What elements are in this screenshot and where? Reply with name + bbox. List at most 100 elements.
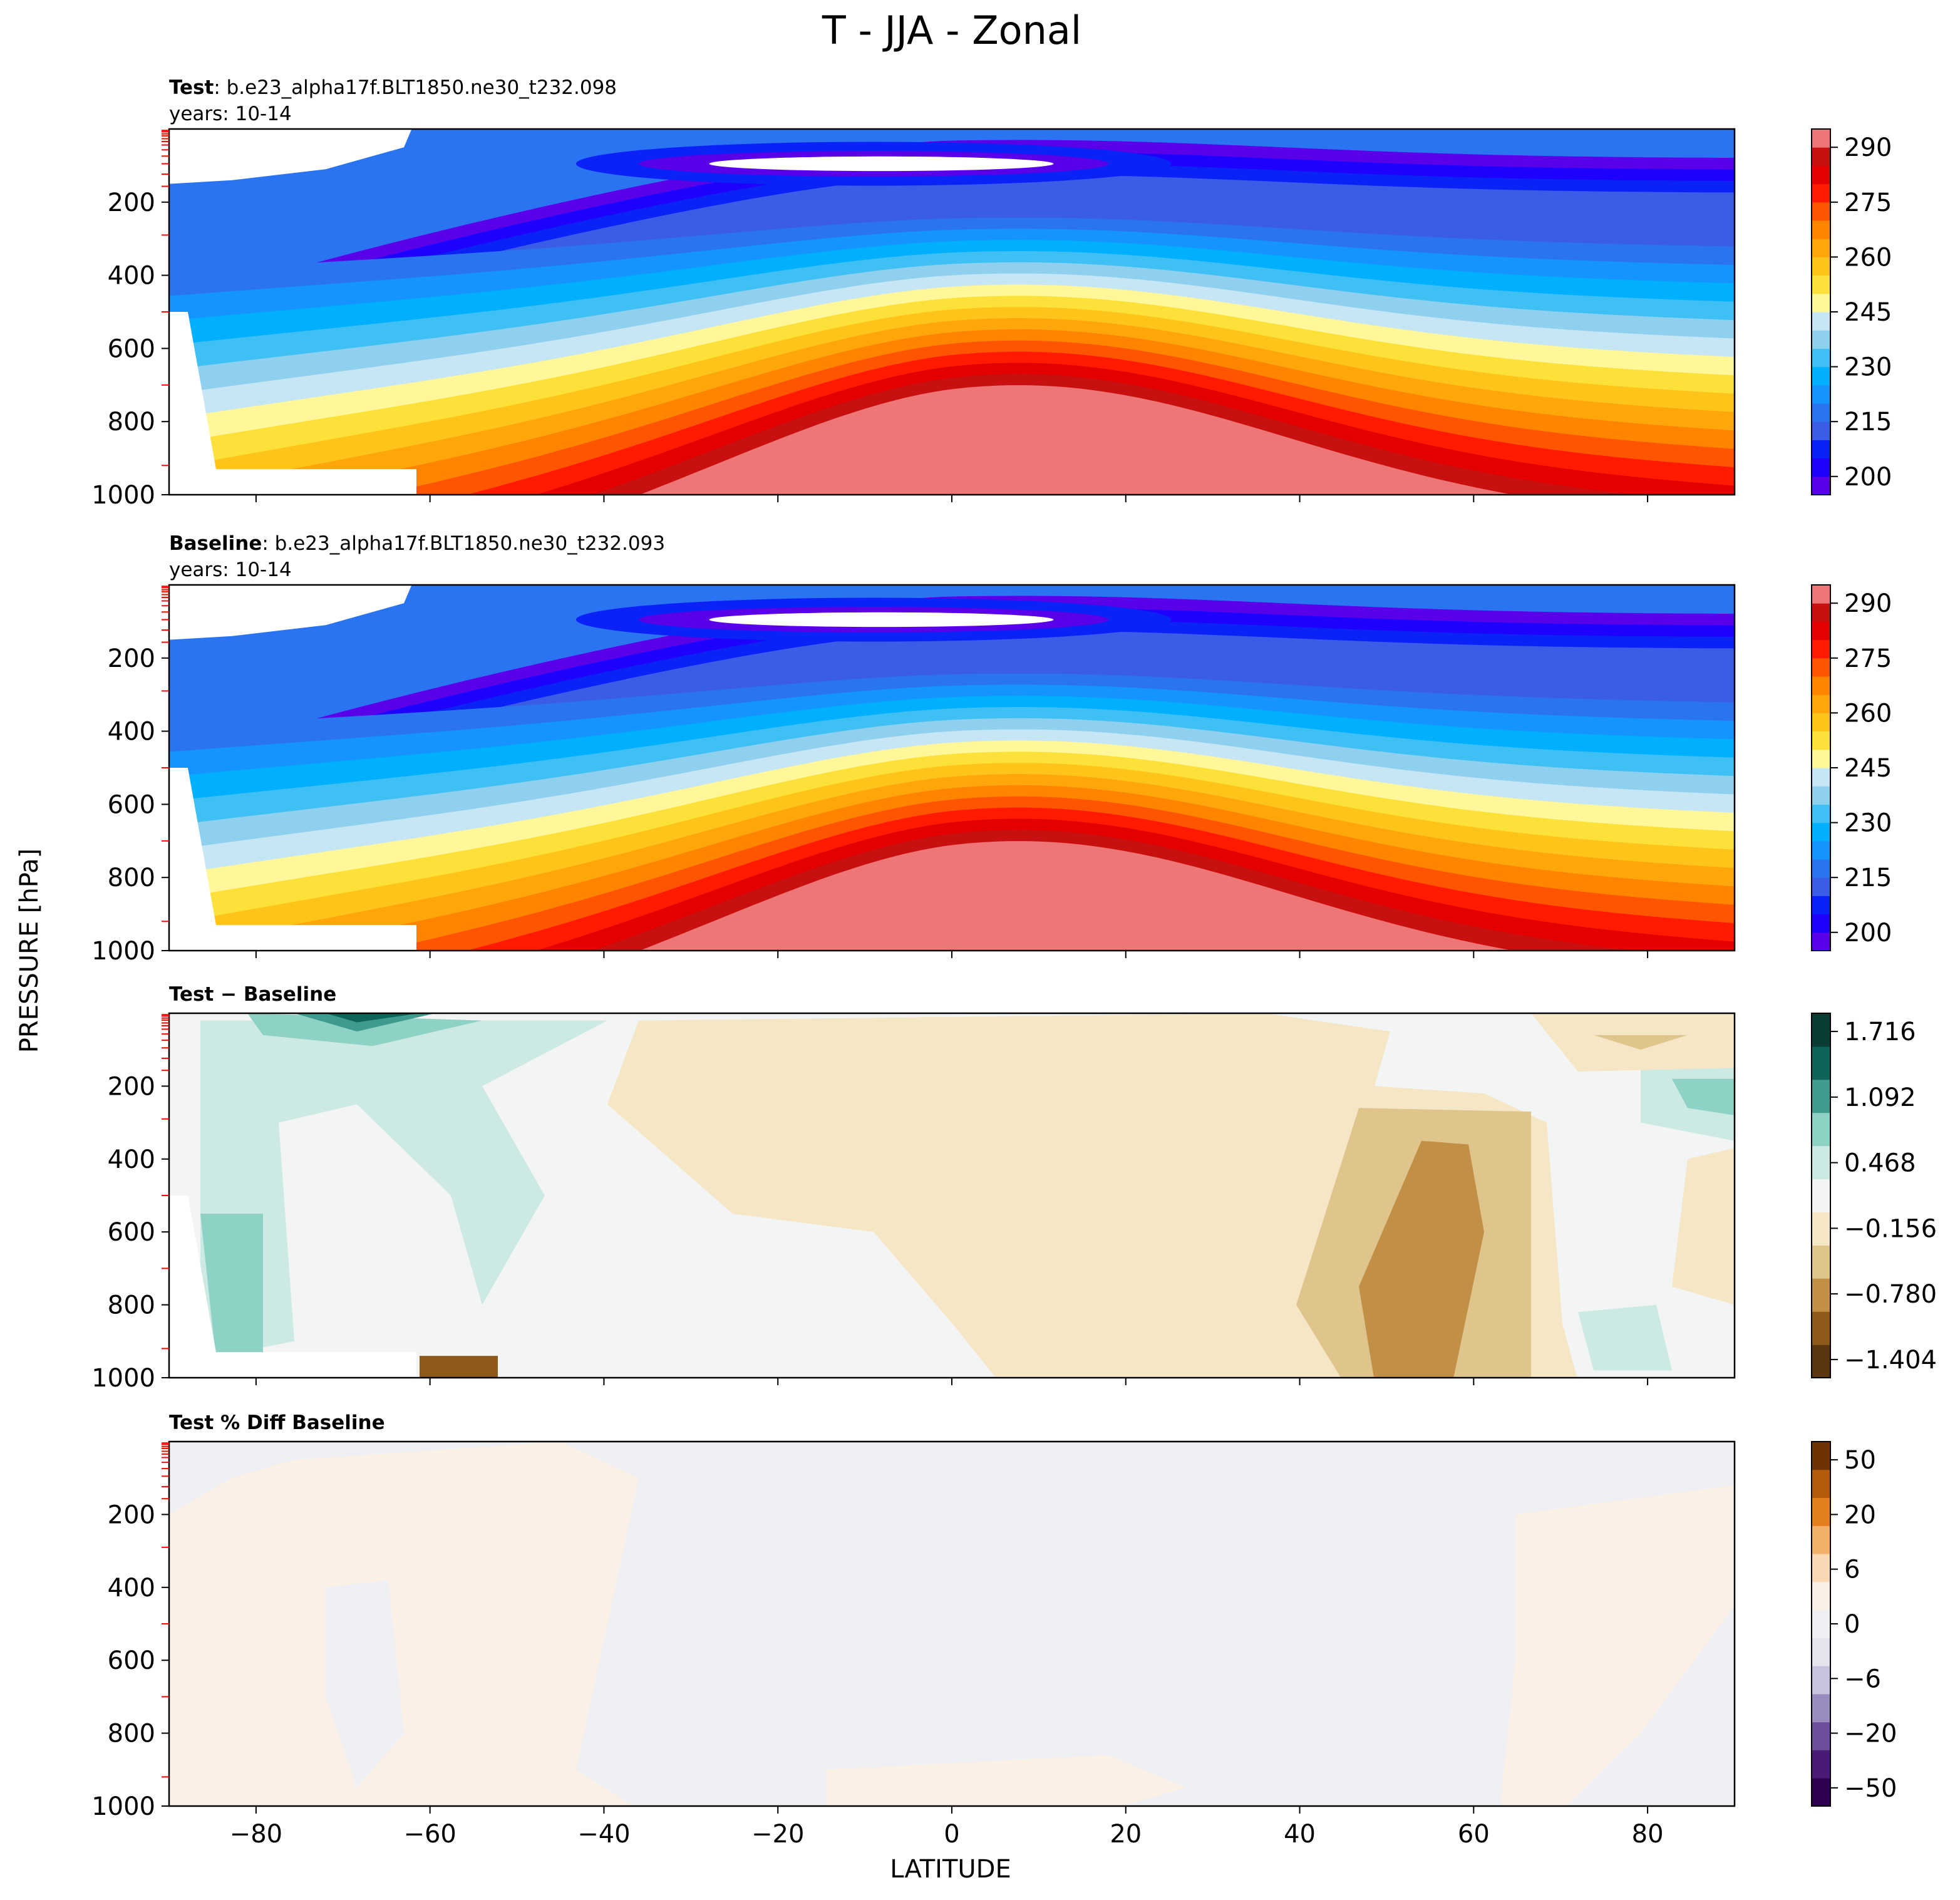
colorbar-swatch xyxy=(1812,713,1830,732)
contour-band xyxy=(1594,1035,1688,1050)
colorbar-swatch xyxy=(1812,694,1830,713)
colorbar-swatch xyxy=(1812,1345,1830,1378)
y-tick-label: 400 xyxy=(108,262,155,291)
panel-label-bold: Test % Diff Baseline xyxy=(169,1412,385,1434)
colorbar-tick-label: 6 xyxy=(1844,1556,1860,1584)
colorbar-tick-label: 215 xyxy=(1844,408,1892,436)
baseline-field xyxy=(169,585,1735,951)
colorbar-tick-label: 1.716 xyxy=(1844,1018,1916,1046)
diff-panel: Test − Baseline 200 400 600 800 1000 xyxy=(91,983,1736,1393)
contour-band xyxy=(200,1020,607,1360)
colorbar-swatch xyxy=(1812,421,1830,440)
colorbar-swatch xyxy=(1812,1245,1830,1279)
x-tick-label: −20 xyxy=(751,1820,804,1849)
contour-band xyxy=(200,1214,263,1360)
x-tick-label: −80 xyxy=(230,1820,282,1849)
colorbar-swatch xyxy=(1812,385,1830,404)
diff-colorbar: 1.716 1.092 0.468 −0.156 −0.780 −1.404 xyxy=(1811,1013,1937,1378)
colorbar-swatch xyxy=(1812,639,1830,659)
y-tick-label: 800 xyxy=(108,408,155,436)
colorbar-swatch xyxy=(1812,1778,1830,1807)
colorbar-swatch xyxy=(1812,822,1830,842)
colorbar-swatch xyxy=(1812,621,1830,641)
baseline-subtitle: years: 10-14 xyxy=(169,559,292,581)
pctdiff-field xyxy=(169,1442,1735,1806)
y-tick-label: 800 xyxy=(108,864,155,892)
colorbar-tick-label: 290 xyxy=(1844,589,1892,618)
y-tick-label: 400 xyxy=(108,718,155,746)
y-axis-label: PRESSURE [hPa] xyxy=(15,849,44,1053)
colorbar-swatch xyxy=(1812,1013,1830,1047)
colorbar-swatch xyxy=(1812,275,1830,294)
x-tick-label: 0 xyxy=(944,1820,959,1849)
colorbar-swatch xyxy=(1812,1179,1830,1212)
colorbar-swatch xyxy=(1812,183,1830,203)
colorbar-tick-label: −0.780 xyxy=(1844,1280,1937,1309)
panel-label-bold: Test − Baseline xyxy=(169,983,336,1006)
colorbar-swatch xyxy=(1812,1526,1830,1554)
test-label: Test: b.e23_alpha17f.BLT1850.ne30_t232.0… xyxy=(169,76,617,99)
colorbar-swatch xyxy=(1812,1112,1830,1147)
contour-band xyxy=(326,1013,420,1023)
colorbar-swatch xyxy=(1812,165,1830,185)
colorbar-tick-label: −20 xyxy=(1844,1720,1897,1748)
x-tick-label: 20 xyxy=(1110,1820,1142,1849)
colorbar-tick-label: −6 xyxy=(1844,1665,1881,1693)
colorbar-swatch xyxy=(1812,312,1830,331)
colorbar-tick-label: 215 xyxy=(1844,864,1892,892)
x-axis-label: LATITUDE xyxy=(890,1855,1011,1884)
colorbar-swatch xyxy=(1812,1581,1830,1611)
colorbar-swatch xyxy=(1812,932,1830,951)
colorbar-swatch xyxy=(1812,1497,1830,1526)
y-tick-label: 600 xyxy=(108,1218,155,1247)
colorbar-swatch xyxy=(1812,676,1830,695)
contour-band xyxy=(1500,1485,1735,1806)
contour-band xyxy=(1672,1148,1735,1305)
colorbar-swatch xyxy=(1812,768,1830,787)
contour-band xyxy=(639,841,1514,951)
colorbar-swatch xyxy=(1812,257,1830,276)
colorbar-swatch xyxy=(1812,1278,1830,1312)
colorbar-swatch xyxy=(1812,1079,1830,1113)
x-tick-label: −40 xyxy=(577,1820,630,1849)
contour-band xyxy=(827,1755,1187,1806)
contour-band xyxy=(247,1013,482,1046)
y-tick-label: 200 xyxy=(108,188,155,217)
colorbar-swatch xyxy=(1812,585,1830,604)
colorbar-swatch xyxy=(1812,1609,1830,1638)
y-tick-label: 1000 xyxy=(91,937,155,966)
colorbar-swatch xyxy=(1812,1046,1830,1080)
colorbar-tick-label: 200 xyxy=(1844,463,1892,492)
colorbar-tick-label: 245 xyxy=(1844,298,1892,327)
colorbar-swatch xyxy=(1812,1554,1830,1582)
contour-band xyxy=(420,1356,498,1378)
y-tick-label: 600 xyxy=(108,334,155,363)
colorbar-tick-label: 275 xyxy=(1844,644,1892,673)
colorbar-tick-label: 245 xyxy=(1844,754,1892,783)
test-colorbar: 290 275 260 245 230 215 200 xyxy=(1811,128,1892,495)
colorbar-swatch xyxy=(1812,440,1830,459)
colorbar-swatch xyxy=(1812,1638,1830,1666)
colorbar-swatch xyxy=(1812,1145,1830,1180)
panel-label-case: : b.e23_alpha17f.BLT1850.ne30_t232.098 xyxy=(214,76,617,99)
colorbar-tick-label: 275 xyxy=(1844,188,1892,217)
contour-band xyxy=(294,1013,435,1032)
colorbar-swatch xyxy=(1812,403,1830,422)
colorbar-swatch xyxy=(1812,239,1830,257)
colorbar-swatch xyxy=(1812,658,1830,677)
colorbar-swatch xyxy=(1812,202,1830,221)
contour-band xyxy=(1359,1140,1484,1378)
colorbar-swatch xyxy=(1812,458,1830,477)
colorbar-swatch xyxy=(1812,129,1830,148)
colorbar-tick-label: 290 xyxy=(1844,133,1892,162)
panel-label-bold: Test xyxy=(169,76,214,99)
colorbar-swatch xyxy=(1812,366,1830,386)
y-tick-label: 1000 xyxy=(91,1364,155,1393)
panels: Test: b.e23_alpha17f.BLT1850.ne30_t232.0… xyxy=(91,76,1937,1849)
colorbar-swatch xyxy=(1812,804,1830,824)
y-tick-label: 800 xyxy=(108,1291,155,1320)
colorbar-tick-label: 260 xyxy=(1844,243,1892,272)
pctdiff-label: Test % Diff Baseline xyxy=(169,1412,385,1434)
contour-band xyxy=(639,385,1514,495)
colorbar-swatch xyxy=(1812,896,1830,915)
